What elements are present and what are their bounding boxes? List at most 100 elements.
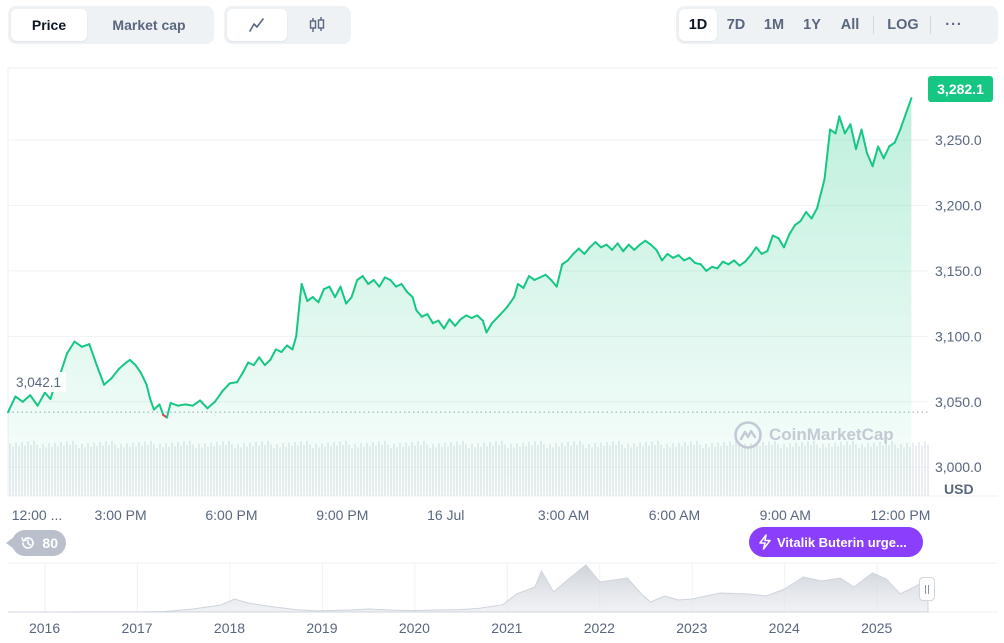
price-line-segment: [465, 314, 473, 319]
price-line-segment: [583, 246, 591, 255]
price-line-segment: [544, 273, 553, 281]
line-chart-icon: [249, 18, 264, 32]
price-line-segment: [498, 306, 508, 317]
watermark-text: CoinMarketCap: [769, 425, 894, 444]
price-line-segment: [766, 234, 774, 253]
log-scale-button[interactable]: LOG: [887, 17, 919, 33]
range-1m-button[interactable]: 1M: [763, 17, 785, 33]
price-line-segment: [400, 283, 408, 293]
price-line-segment: [367, 279, 375, 285]
price-line-segment: [21, 394, 32, 403]
price-line-segment: [149, 398, 155, 411]
line-chart-button[interactable]: [227, 9, 287, 41]
open-price-label: 3,042.1: [11, 372, 67, 392]
price-line-segment: [805, 211, 813, 220]
market-cap-tab[interactable]: Market cap: [112, 17, 186, 33]
price-line-segment: [431, 319, 440, 325]
candlestick-chart-button[interactable]: [287, 9, 347, 41]
price-tab[interactable]: Price: [11, 9, 87, 41]
range-1y-button[interactable]: 1Y: [803, 17, 821, 33]
price-line-segment: [356, 275, 364, 281]
price-line-segment: [165, 402, 172, 419]
price-line-segment: [117, 361, 128, 370]
metric-toggle: Price Market cap: [8, 6, 214, 44]
x-tick-label: 6:00 AM: [649, 507, 700, 523]
more-options-button[interactable]: ···: [945, 17, 963, 33]
coinmarketcap-logo-icon: [734, 421, 762, 449]
navigator-handle[interactable]: [919, 577, 935, 601]
price-line-segment: [372, 279, 381, 288]
last-price-badge: 3,282.1: [928, 76, 993, 102]
price-line-segment: [522, 275, 530, 289]
price-line-segment: [877, 145, 885, 160]
price-line-segment: [169, 402, 179, 407]
price-line-segment: [389, 279, 397, 288]
price-line-segment: [849, 123, 857, 151]
history-badge[interactable]: 80: [6, 530, 66, 556]
price-line-segment: [236, 372, 244, 384]
navigator-year-label: 2022: [584, 620, 615, 636]
x-tick-label: 9:00 AM: [760, 507, 811, 523]
navigator-year-label: 2020: [399, 620, 430, 636]
volume-bar: [912, 442, 914, 496]
price-line-segment: [688, 256, 697, 264]
price-line-segment: [199, 399, 209, 410]
price-line-segment: [561, 259, 569, 266]
volume-bar: [921, 445, 923, 496]
news-badge[interactable]: Vitalik Buterin urge...: [749, 527, 923, 557]
navigator-year-label: 2017: [121, 620, 152, 636]
price-line-segment: [448, 318, 457, 327]
navigator-year-label: 2024: [769, 620, 800, 636]
x-tick-label: 12:00 ...: [12, 507, 63, 523]
price-line-segment: [103, 377, 113, 386]
price-line-segment: [411, 296, 418, 312]
price-line-segment: [317, 288, 325, 304]
price-line-segment: [134, 364, 142, 374]
price-line-segment: [80, 343, 91, 348]
price-line-segment: [777, 237, 785, 249]
price-line-segment: [43, 391, 52, 401]
price-line-segment: [291, 335, 298, 351]
price-line-segment: [184, 403, 194, 407]
range-all-button[interactable]: All: [840, 17, 860, 33]
price-line-segment: [566, 252, 575, 262]
price-line-segment: [177, 403, 187, 407]
navigator-year-label: 2018: [214, 620, 245, 636]
range-7d-button[interactable]: 7D: [726, 17, 746, 33]
price-line-segment: [491, 314, 501, 325]
price-line-segment: [528, 275, 536, 281]
y-tick-label: 3,150.0: [935, 263, 982, 279]
price-line-segment: [649, 243, 658, 251]
volume-bar: [927, 445, 929, 496]
price-line-segment: [699, 263, 708, 272]
x-tick-label: 3:00 AM: [538, 507, 589, 523]
price-line-segment: [605, 243, 614, 251]
range-1d-button[interactable]: 1D: [679, 9, 717, 41]
price-line-segment: [485, 322, 493, 334]
price-line-segment: [749, 246, 758, 257]
price-line-segment: [481, 319, 488, 334]
price-line-segment: [666, 252, 675, 259]
price-line-segment: [705, 265, 713, 272]
price-line-segment: [533, 276, 541, 281]
price-line-segment: [738, 260, 747, 267]
price-line-segment: [298, 283, 303, 301]
price-line-segment: [829, 128, 837, 135]
price-line-segment: [247, 361, 255, 367]
price-line-segment: [550, 279, 558, 288]
price-line-segment: [29, 394, 39, 407]
x-tick-label: 16 Jul: [427, 507, 464, 523]
price-line-segment: [128, 358, 137, 367]
price-line-segment: [459, 314, 468, 321]
price-line-segment: [505, 296, 516, 309]
price-line-segment: [904, 97, 913, 115]
navigator-year-label: 2016: [29, 620, 60, 636]
price-line-segment: [263, 358, 272, 367]
volume-bar: [924, 441, 926, 496]
price-line-segment: [158, 403, 165, 416]
candlestick-chart-icon: [309, 17, 325, 32]
price-line-segment: [716, 260, 724, 270]
price-line-segment: [782, 233, 791, 249]
x-tick-label: 3:00 PM: [95, 507, 147, 523]
